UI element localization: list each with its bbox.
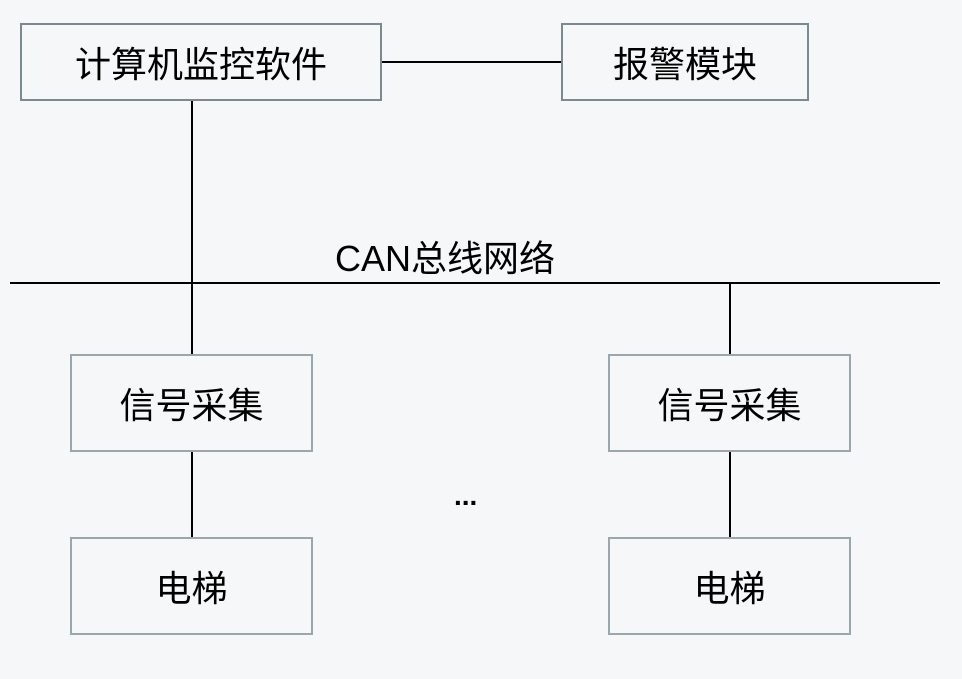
alarm-module-label: 报警模块 [613, 36, 757, 88]
bus-network-label: CAN总线网络 [335, 230, 555, 282]
bus-line [10, 282, 940, 284]
edge-signal2-elevator2 [729, 452, 731, 537]
elevator-label-1: 电梯 [155, 560, 227, 612]
monitor-software-node: 计算机监控软件 [20, 23, 382, 101]
elevator-label-2: 电梯 [693, 560, 765, 612]
signal-collect-label-2: 信号采集 [657, 377, 801, 429]
edge-bus-signal2 [729, 282, 731, 354]
signal-collect-node-1: 信号采集 [70, 354, 313, 452]
signal-collect-node-2: 信号采集 [608, 354, 851, 452]
edge-signal1-elevator1 [191, 452, 193, 537]
ellipsis: ... [454, 480, 477, 512]
alarm-module-node: 报警模块 [561, 23, 809, 101]
elevator-node-1: 电梯 [70, 537, 313, 635]
signal-collect-label-1: 信号采集 [119, 377, 263, 429]
elevator-node-2: 电梯 [608, 537, 851, 635]
edge-monitor-bus [191, 101, 193, 282]
monitor-software-label: 计算机监控软件 [75, 36, 327, 88]
edge-monitor-alarm [382, 61, 561, 63]
edge-bus-signal1 [191, 282, 193, 354]
